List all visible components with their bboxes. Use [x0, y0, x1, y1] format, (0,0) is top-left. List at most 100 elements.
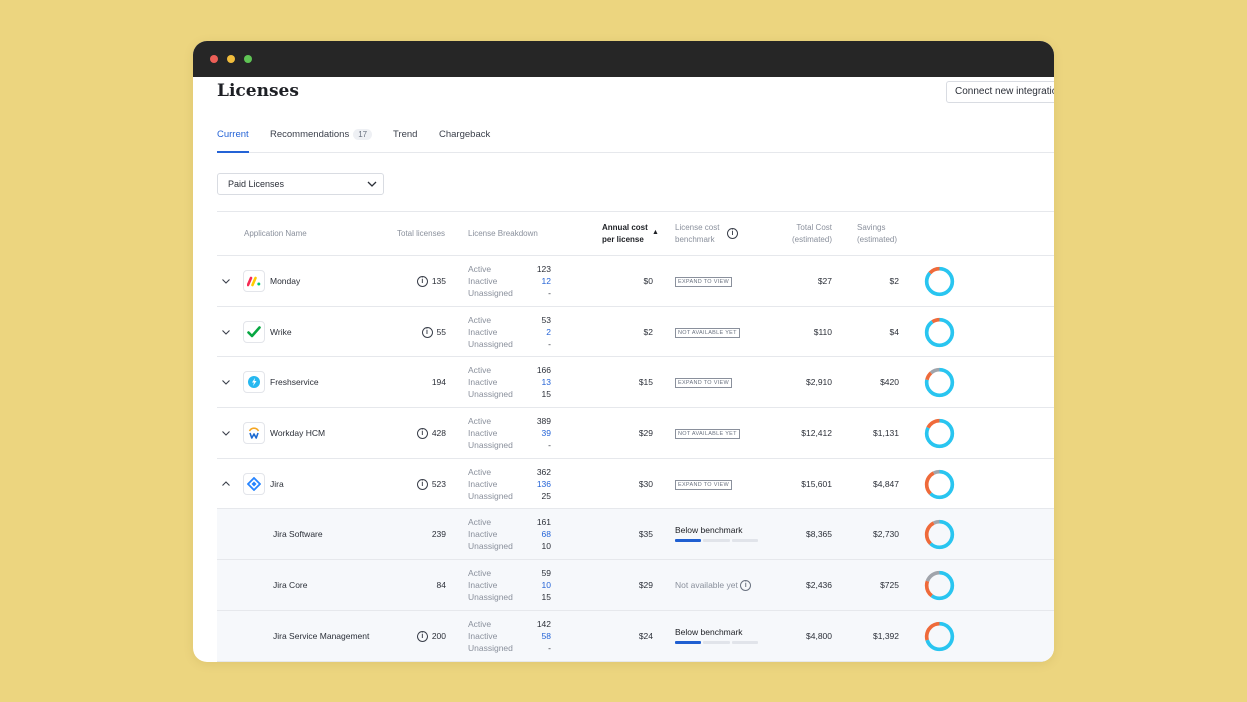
tab-chargeback[interactable]: Chargeback [439, 129, 490, 153]
active-count: 161 [536, 517, 551, 528]
table-row-wrike[interactable]: Wrike i 55 Active Inactive Unassigned 53 … [217, 307, 1054, 358]
license-usage-donut [924, 317, 955, 347]
benchmark-unavailable: Not available yet i [675, 580, 752, 592]
info-icon[interactable]: i [416, 631, 428, 643]
inactive-count[interactable]: 12 [541, 276, 551, 286]
license-usage-donut [924, 621, 955, 651]
chevron-down-icon[interactable] [221, 327, 231, 337]
inactive-count[interactable]: 58 [541, 630, 551, 641]
expand-to-view-tag[interactable]: EXPAND TO VIEW [675, 479, 732, 490]
connect-integration-button[interactable]: Connect new integratio [946, 81, 1054, 103]
label-unassigned: Unassigned [468, 490, 513, 501]
unassigned-count: 10 [541, 541, 551, 552]
chevron-down-icon[interactable] [221, 428, 231, 438]
chevron-down-icon [367, 181, 377, 187]
app-name[interactable]: Jira Core [273, 580, 308, 591]
app-name[interactable]: Monday [270, 276, 301, 286]
app-name[interactable]: Jira Software [273, 529, 323, 540]
column-header-app-name[interactable]: Application Name [244, 229, 307, 238]
minimize-window-button[interactable] [227, 55, 235, 63]
column-header-annual-cost[interactable]: Annual cost per license [602, 222, 648, 246]
maximize-window-button[interactable] [244, 55, 252, 63]
freshservice-logo-icon [243, 371, 265, 394]
info-icon[interactable]: i [416, 428, 428, 440]
annual-cost: $35 [638, 529, 653, 540]
inactive-count[interactable]: 39 [541, 428, 551, 439]
label-inactive: Inactive [468, 478, 498, 489]
label-inactive: Inactive [468, 580, 498, 591]
tab-trend[interactable]: Trend [393, 129, 417, 153]
tab-current[interactable]: Current [217, 129, 249, 153]
label-active: Active [468, 416, 492, 427]
jira-logo-icon [243, 472, 265, 495]
column-header-savings[interactable]: Savings (estimated) [857, 222, 897, 246]
column-header-total-cost[interactable]: Total Cost (estimated) [790, 222, 832, 246]
table-subrow-jira-software[interactable]: Jira Software 239 Active Inactive Unassi… [217, 509, 1054, 561]
breakdown-values: 166 13 15 [517, 364, 551, 400]
wrike-logo-icon [243, 320, 265, 343]
chevron-down-icon[interactable] [221, 276, 231, 286]
tab-label: Trend [393, 129, 418, 140]
info-icon[interactable]: i [421, 326, 433, 338]
app-name[interactable]: Freshservice [270, 377, 319, 388]
title-bar [193, 41, 1054, 77]
table-row-workday-hcm[interactable]: Workday HCM i 428 Active Inactive Unassig… [217, 408, 1054, 459]
table-row-jira[interactable]: Jira i 523 Active Inactive Unassigned 362… [217, 459, 1054, 510]
savings: $4 [889, 326, 899, 337]
benchmark-unavailable-text: Not available yet [675, 580, 738, 591]
table-subrow-jira-core[interactable]: Jira Core 84 Active Inactive Unassigned … [217, 560, 1054, 611]
info-icon[interactable]: i [727, 228, 738, 239]
breakdown-labels: Active Inactive Unassigned [468, 415, 513, 451]
unassigned-count: - [548, 338, 551, 349]
donut-segment-unassigned [924, 570, 955, 601]
expand-to-view-tag[interactable]: EXPAND TO VIEW [675, 378, 732, 389]
inactive-count[interactable]: 10 [541, 580, 551, 591]
annual-cost: $29 [638, 428, 653, 439]
annual-cost: $2 [643, 326, 653, 337]
close-window-button[interactable] [210, 55, 218, 63]
bar-segment [703, 640, 730, 644]
info-icon[interactable]: i [740, 580, 752, 592]
expand-to-view-tag[interactable]: EXPAND TO VIEW [675, 277, 732, 287]
tab-recommendations[interactable]: Recommendations 17 [270, 129, 373, 153]
annual-cost: $24 [638, 630, 653, 641]
table-subrow-jira-service-management[interactable]: Jira Service Management i 200 Active Inac… [217, 610, 1054, 662]
table-row-freshservice[interactable]: Freshservice 194 Active Inactive Unassig… [217, 357, 1054, 409]
total-licenses-value: 135 [431, 276, 446, 286]
info-icon[interactable]: i [416, 276, 428, 288]
benchmark-status: Below benchmark [675, 626, 743, 637]
active-count: 59 [541, 568, 551, 579]
app-name[interactable]: Jira [270, 478, 284, 489]
inactive-count[interactable]: 68 [541, 529, 551, 540]
active-count: 123 [536, 264, 551, 274]
app-name[interactable]: Wrike [270, 326, 292, 337]
total-cost: $4,800 [806, 630, 832, 641]
app-name[interactable]: Jira Service Management [273, 630, 370, 641]
donut-segment-inactive [924, 266, 955, 297]
info-icon[interactable]: i [416, 479, 428, 490]
total-licenses-value: 428 [431, 428, 446, 439]
total-licenses: i 523 [394, 479, 446, 490]
inactive-count[interactable]: 2 [546, 326, 551, 337]
tab-bar: Current Recommendations 17 Trend Chargeba… [217, 125, 1054, 153]
active-count: 142 [536, 618, 551, 629]
bar-segment [731, 539, 758, 543]
benchmark-bar [675, 539, 758, 543]
app-name[interactable]: Workday HCM [270, 428, 326, 439]
column-header-total-licenses[interactable]: Total licenses [397, 229, 446, 238]
table-row-monday[interactable]: Monday i 135 Active Inactive Unassigned 1… [217, 256, 1054, 307]
column-header-license-breakdown[interactable]: License Breakdown [468, 229, 538, 238]
label-unassigned: Unassigned [468, 440, 513, 451]
main-content: Licenses Connect new integratio Current … [193, 77, 1054, 662]
unassigned-count: - [548, 288, 551, 298]
inactive-count[interactable]: 13 [541, 377, 551, 388]
sort-ascending-icon[interactable]: ▲ [652, 229, 659, 236]
column-header-benchmark[interactable]: License cost benchmark [675, 222, 719, 246]
inactive-count[interactable]: 136 [536, 478, 551, 489]
chevron-down-icon[interactable] [221, 377, 231, 387]
workday-logo-icon [243, 422, 265, 445]
license-type-select[interactable]: Paid Licenses [217, 173, 384, 195]
license-usage-donut [924, 368, 955, 398]
chevron-up-icon[interactable] [221, 479, 231, 489]
unassigned-count: - [548, 642, 551, 653]
